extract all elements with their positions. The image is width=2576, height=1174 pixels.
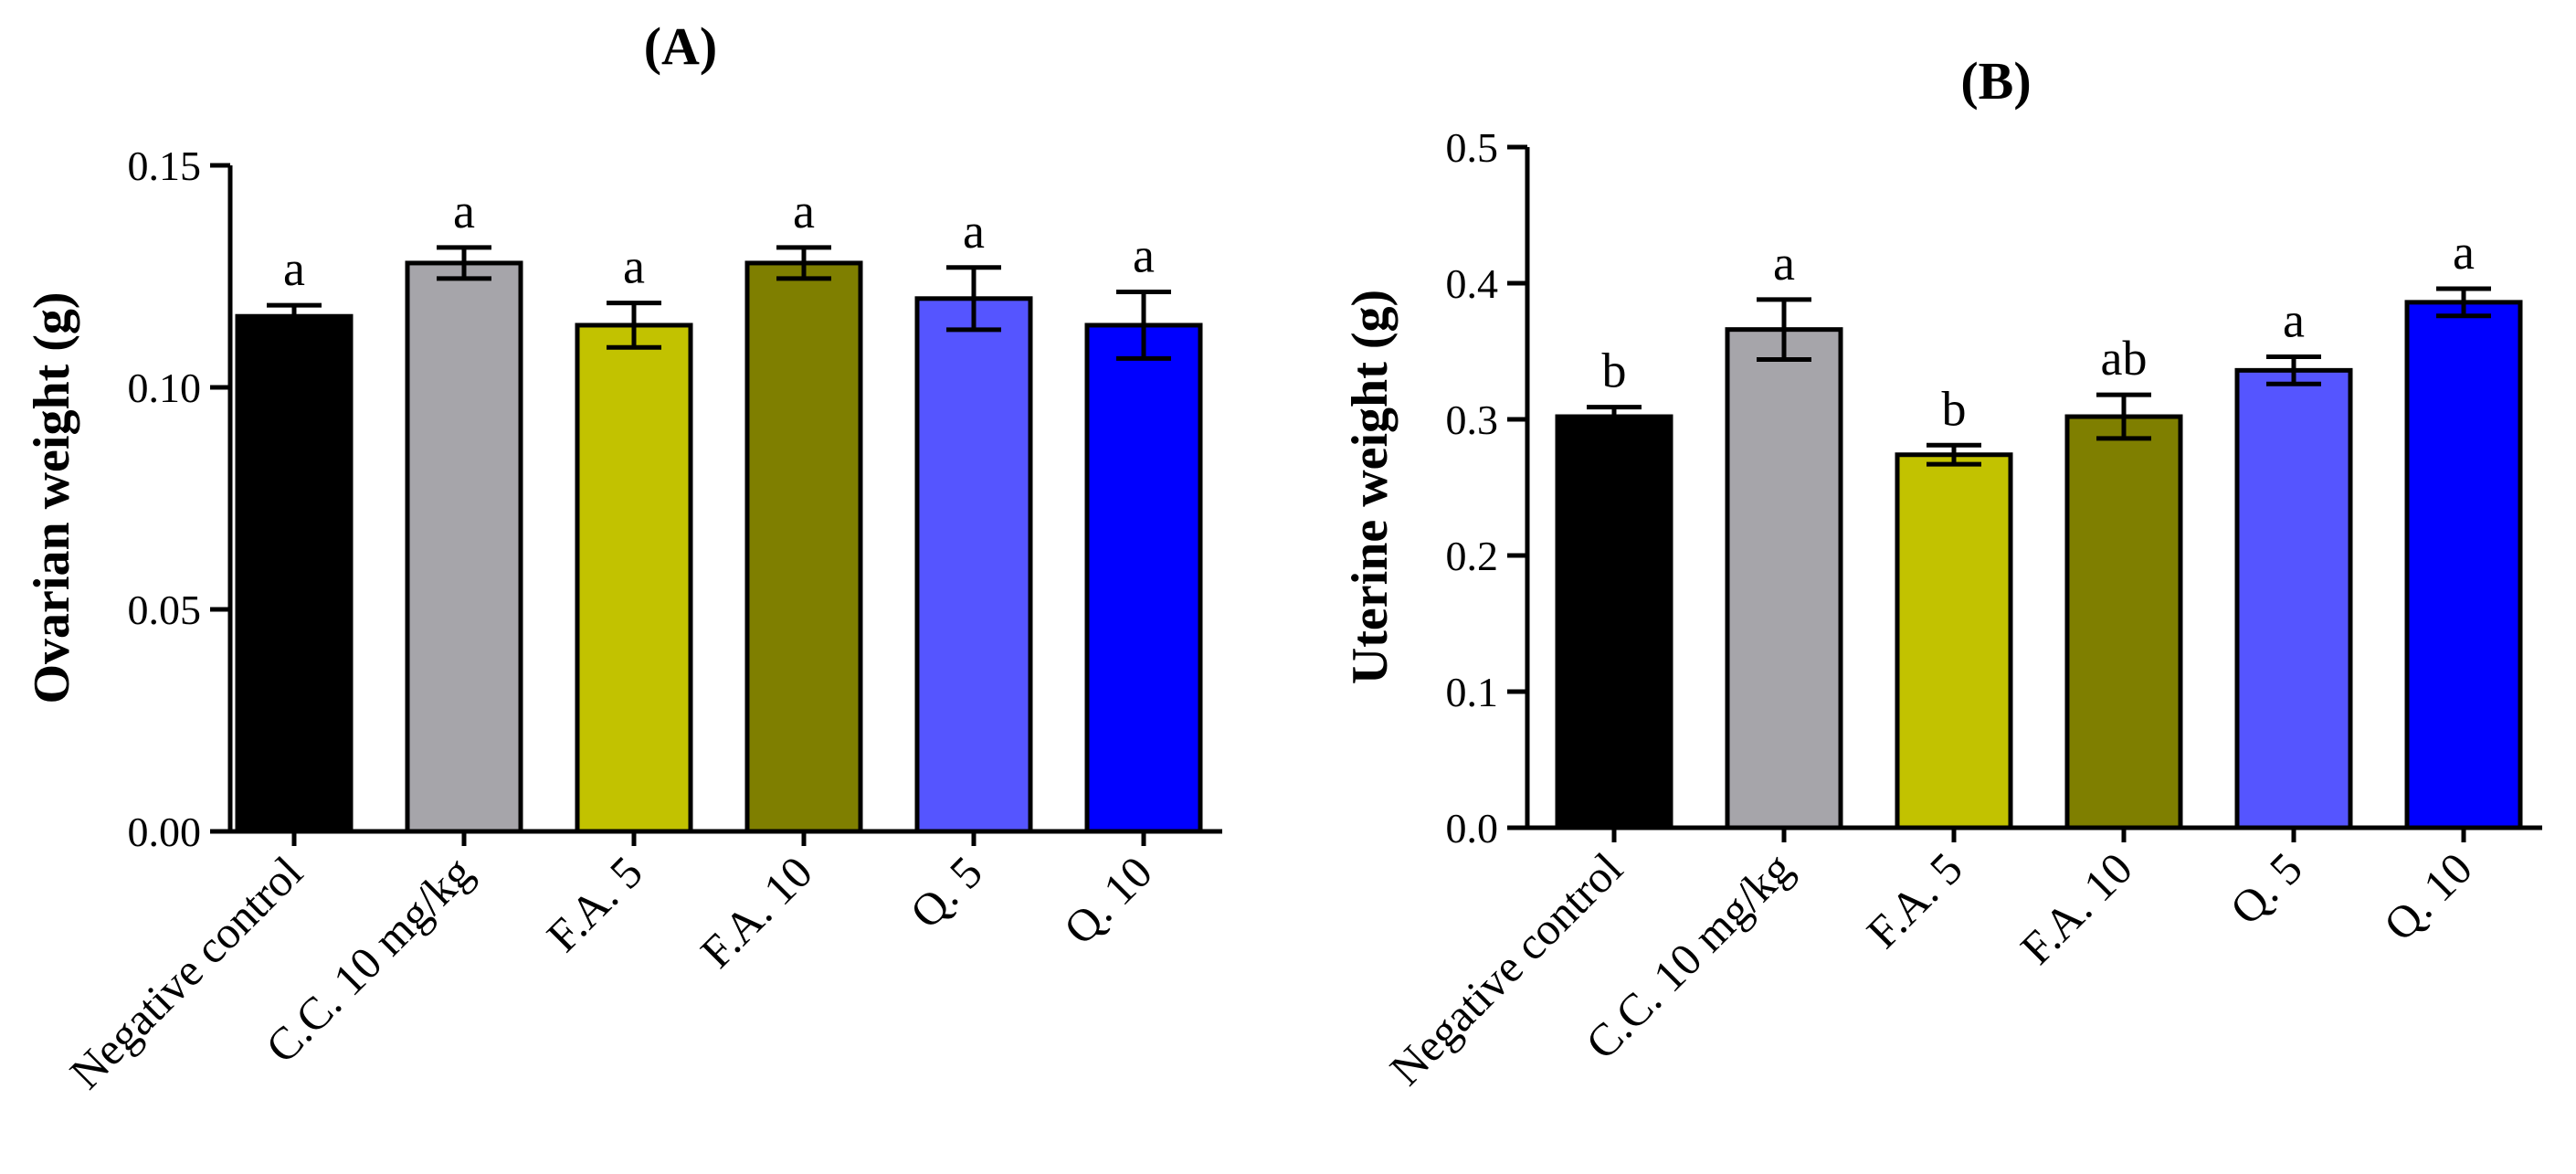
panel-b-y-axis-label: Uterine weight (g) — [1342, 290, 1399, 684]
panel-a-error-bar-0 — [267, 302, 322, 330]
panel-a-significance-label-2: a — [623, 239, 645, 294]
panel-b-category-label-5: Q. 10 — [2374, 842, 2482, 950]
panel-a-error-bar-4 — [946, 265, 1001, 333]
panel-a-significance-label-5: a — [1133, 228, 1155, 283]
panel-a-significance-label-4: a — [963, 204, 985, 259]
panel-b-error-bar-3 — [2096, 392, 2151, 441]
panel-a-y-tick-label-0: 0.00 — [128, 809, 202, 855]
panel-a-y-tick-label-2: 0.10 — [128, 365, 202, 411]
panel-a-error-bar-1 — [437, 245, 491, 281]
panel-b-category-label-2: F.A. 5 — [1857, 842, 1972, 957]
panel-a-significance-label-0: a — [283, 241, 305, 296]
panel-b-y-tick-label-0: 0.0 — [1446, 805, 1499, 851]
panel-b-y-tick-label-2: 0.2 — [1446, 533, 1499, 579]
panel-b-bar-2 — [1895, 452, 2013, 830]
panel-a-significance-label-1: a — [453, 184, 475, 238]
panel-b-bar-0 — [1555, 414, 1673, 830]
panel-a-category-label-3: F.A. 10 — [691, 846, 822, 978]
panel-b-bar-1 — [1725, 327, 1843, 830]
panel-b-category-label-4: Q. 5 — [2220, 842, 2311, 934]
panel-a-category-label-5: Q. 10 — [1054, 846, 1162, 954]
panel-a-bar-1 — [405, 260, 523, 834]
panel-b-error-bar-0 — [1587, 405, 1642, 428]
panel-a-significance-label-3: a — [793, 184, 815, 238]
panel-b-y-tick-label-1: 0.1 — [1446, 669, 1499, 715]
panel-a-bar-5 — [1084, 323, 1203, 834]
panel-a-category-label-2: F.A. 5 — [537, 846, 652, 961]
panel-a-error-bar-5 — [1116, 290, 1171, 361]
panel-a-error-bar-2 — [607, 301, 661, 350]
panel-a-category-label-4: Q. 5 — [900, 846, 991, 937]
panel-b-y-tick-label-5: 0.5 — [1446, 124, 1499, 171]
panel-b-error-bar-2 — [1927, 442, 1981, 467]
panel-a-category-label-0: Negative control — [60, 846, 312, 1098]
panel-b-significance-label-5: a — [2453, 225, 2475, 280]
panel-b-error-bar-1 — [1757, 297, 1811, 362]
panel-b-title: (B) — [1960, 51, 2031, 111]
panel-b-significance-label-0: b — [1602, 344, 1627, 398]
panel-b-category-label-0: Negative control — [1380, 842, 1632, 1095]
panel-a-bar-4 — [914, 296, 1033, 834]
panel-a: (A) Ovarian weight (g) a Negative control… — [24, 16, 1222, 1098]
panel-b-bar-3 — [2064, 414, 2183, 830]
panel-a-y-tick-label-1: 0.05 — [128, 587, 202, 633]
panel-b-error-bar-4 — [2266, 354, 2321, 386]
panel-b-category-label-3: F.A. 10 — [2011, 842, 2142, 974]
panel-b-significance-label-1: a — [1773, 236, 1795, 291]
panel-a-bar-0 — [235, 313, 354, 834]
panel-a-bar-3 — [744, 260, 863, 834]
panel-b-bar-5 — [2404, 300, 2523, 830]
panel-b: (B) Uterine weight (g) b Negative control… — [1342, 51, 2542, 1095]
panel-b-significance-label-2: b — [1942, 381, 1967, 436]
panel-a-error-bar-3 — [776, 245, 831, 281]
panel-b-error-bar-5 — [2436, 286, 2491, 319]
panel-a-y-tick-label-3: 0.15 — [128, 143, 202, 189]
panel-a-y-axis-label: Ovarian weight (g) — [24, 291, 80, 703]
panel-a-bar-2 — [575, 323, 693, 834]
panel-b-significance-label-3: ab — [2101, 331, 2148, 386]
panel-b-y-tick-label-4: 0.4 — [1446, 260, 1499, 307]
panel-a-title: (A) — [644, 16, 718, 76]
panel-b-significance-label-4: a — [2283, 292, 2305, 347]
panel-b-bar-4 — [2234, 367, 2353, 830]
panel-b-y-tick-label-3: 0.3 — [1446, 397, 1499, 443]
